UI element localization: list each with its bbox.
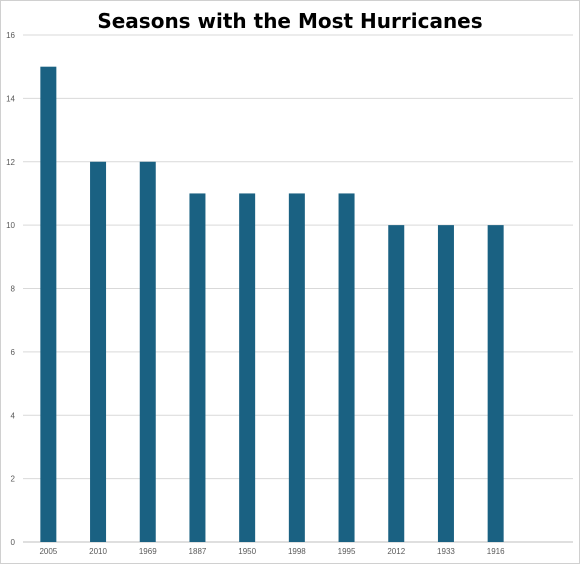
- y-tick-label: 16: [6, 31, 15, 40]
- bars: [40, 66, 504, 542]
- x-tick-label: 2005: [39, 547, 57, 556]
- bar-1998: [288, 193, 305, 542]
- x-tick-label: 2010: [89, 547, 107, 556]
- x-tick-label: 2012: [387, 547, 405, 556]
- bar-2012: [388, 225, 405, 542]
- y-tick-label: 2: [11, 475, 16, 484]
- bar-1887: [189, 193, 206, 542]
- y-tick-labels: 0 2 4 6 8 10 12 14 16: [6, 31, 15, 547]
- x-tick-labels: 2005 2010 1969 1887 1950 1998 1995 2012 1933 1916: [39, 547, 505, 556]
- x-tick-label: 1950: [238, 547, 256, 556]
- x-tick-label: 1969: [139, 547, 157, 556]
- bar-1933: [437, 225, 454, 542]
- x-tick-label: 1933: [437, 547, 455, 556]
- y-tick-label: 10: [6, 221, 15, 230]
- y-tick-label: 4: [11, 411, 16, 420]
- bar-1950: [239, 193, 256, 542]
- bar-2005: [40, 66, 57, 542]
- y-tick-label: 0: [11, 538, 16, 547]
- bar-1916: [487, 225, 504, 542]
- x-tick-label: 1916: [487, 547, 505, 556]
- chart-title: Seasons with the Most Hurricanes: [97, 9, 483, 33]
- y-tick-label: 12: [6, 158, 15, 167]
- x-tick-label: 1887: [189, 547, 207, 556]
- bar-1969: [139, 161, 156, 542]
- y-tick-label: 14: [6, 94, 15, 103]
- y-tick-label: 6: [11, 348, 16, 357]
- x-tick-label: 1998: [288, 547, 306, 556]
- x-tick-label: 1995: [338, 547, 356, 556]
- y-tick-label: 8: [11, 285, 16, 294]
- bar-1995: [338, 193, 355, 542]
- bar-2010: [90, 161, 107, 542]
